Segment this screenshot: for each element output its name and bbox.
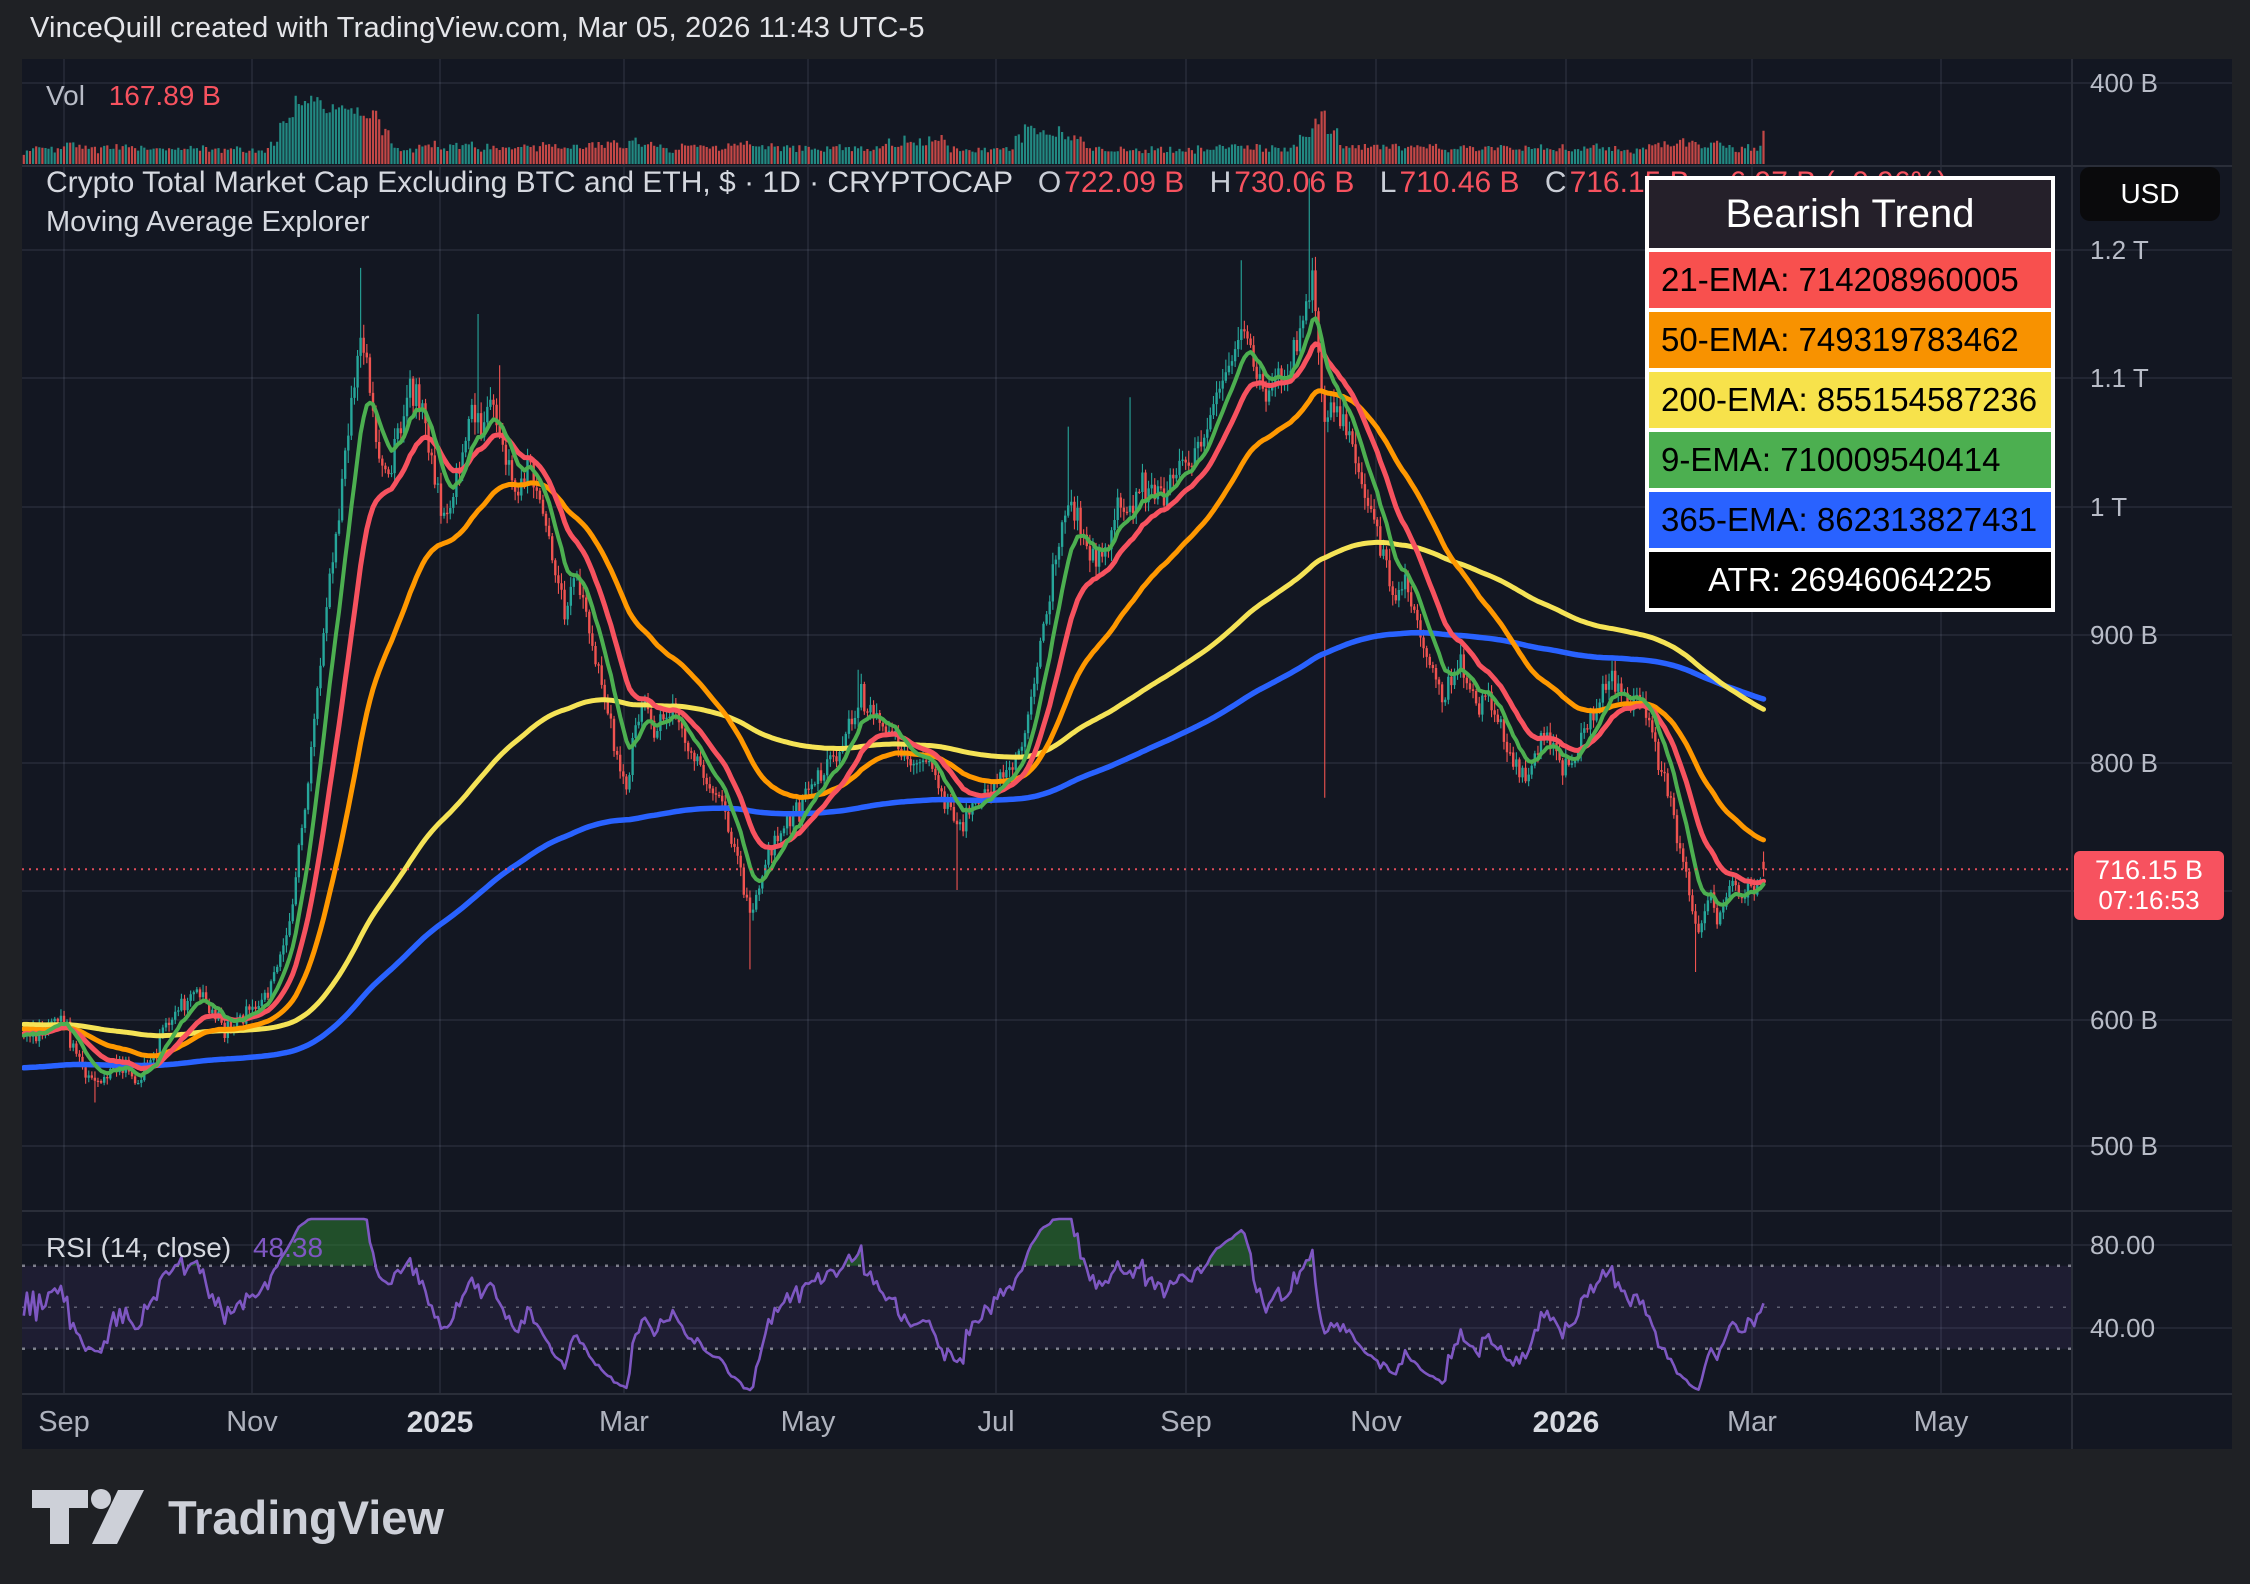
tradingview-screenshot: VinceQuill created with TradingView.com,… [0, 0, 2250, 1584]
tradingview-logo-text: TradingView [168, 1490, 444, 1545]
chart-canvas[interactable] [0, 0, 2250, 1584]
currency-toggle-button[interactable]: USD [2080, 167, 2220, 221]
tradingview-logo[interactable]: TradingView [30, 1486, 444, 1548]
tradingview-logo-icon [30, 1486, 148, 1548]
